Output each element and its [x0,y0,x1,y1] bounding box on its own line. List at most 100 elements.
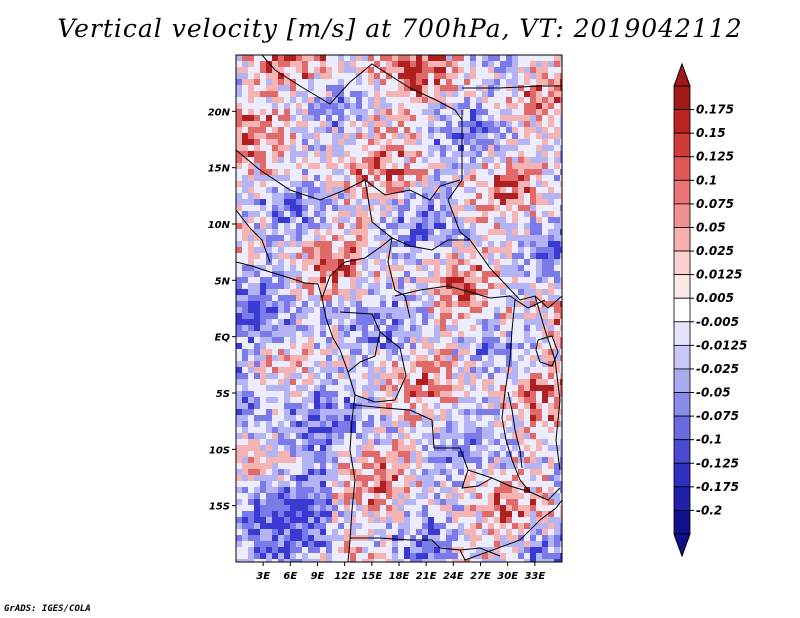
field-cell [518,559,524,562]
field-cell [320,205,326,211]
field-cell [500,211,506,217]
field-cell [398,319,404,325]
field-cell [452,253,458,259]
field-cell [452,151,458,157]
field-cell [374,319,380,325]
field-cell [284,139,290,145]
border-angola-south [350,537,501,557]
field-cell [398,115,404,121]
field-cell [446,331,452,337]
field-cell [500,355,506,361]
field-cell [320,439,326,445]
field-cell [296,427,302,433]
field-cell [548,439,554,445]
field-cell [236,181,242,187]
field-cell [410,241,416,247]
field-cell [494,265,500,271]
field-cell [476,403,482,409]
field-cell [296,475,302,481]
y-tick-label: 10S [209,445,230,456]
colorbar-segment [673,227,691,252]
field-cell [518,415,524,421]
field-cell [464,157,470,163]
field-cell [458,229,464,235]
field-cell [344,241,350,247]
field-cell [458,439,464,445]
field-cell [530,517,536,523]
field-cell [362,163,368,169]
field-cell [314,439,320,445]
field-cell [404,493,410,499]
field-cell [548,529,554,535]
field-cell [350,391,356,397]
field-cell [524,103,530,109]
field-cell [536,511,542,517]
field-cell [476,199,482,205]
field-cell [518,157,524,163]
field-cell [332,127,338,133]
field-cell [266,277,272,283]
field-cell [494,67,500,73]
field-cell [368,259,374,265]
field-cell [404,277,410,283]
field-cell [512,541,518,547]
field-cell [422,253,428,259]
field-cell [290,361,296,367]
field-cell [356,427,362,433]
field-cell [482,175,488,181]
field-cell [554,391,560,397]
field-cell [296,493,302,499]
field-cell [326,385,332,391]
field-cell [302,91,308,97]
field-cell [254,67,260,73]
field-cell [500,157,506,163]
field-cell [458,61,464,67]
field-cell [494,91,500,97]
field-cell [536,61,542,67]
field-cell [482,361,488,367]
field-cell [278,355,284,361]
field-cell [308,271,314,277]
field-cell [302,235,308,241]
field-cell [236,373,242,379]
field-cell [356,457,362,463]
field-cell [278,553,284,559]
field-cell [428,385,434,391]
field-cell [398,283,404,289]
field-cell [536,133,542,139]
field-cell [308,295,314,301]
field-cell [422,187,428,193]
field-cell [404,391,410,397]
field-cell [308,331,314,337]
field-cell [422,205,428,211]
field-cell [548,343,554,349]
field-cell [506,295,512,301]
field-cell [488,55,494,61]
field-cell [332,271,338,277]
field-cell [356,67,362,73]
field-cell [356,175,362,181]
field-cell [548,325,554,331]
field-cell [254,331,260,337]
field-cell [296,463,302,469]
field-cell [476,481,482,487]
field-cell [548,241,554,247]
field-cell [320,349,326,355]
field-cell [284,109,290,115]
field-cell [530,355,536,361]
field-cell [512,439,518,445]
field-cell [248,463,254,469]
field-cell [284,493,290,499]
field-cell [266,259,272,265]
field-cell [560,241,562,247]
field-cell [428,187,434,193]
field-cell [314,241,320,247]
field-cell [452,121,458,127]
field-cell [494,343,500,349]
field-cell [248,187,254,193]
field-cell [386,373,392,379]
field-cell [284,145,290,151]
field-cell [500,283,506,289]
field-cell [248,559,254,562]
field-cell [242,289,248,295]
